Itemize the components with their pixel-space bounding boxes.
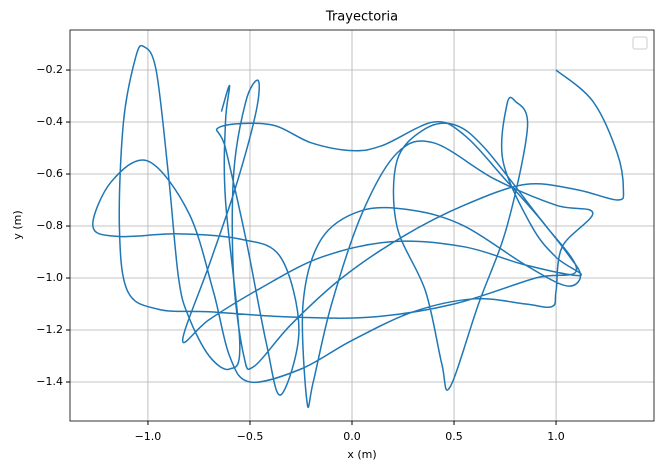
y-tick-label: −1.0 <box>36 271 63 284</box>
y-tick-label: −1.4 <box>36 375 63 388</box>
y-tick-label: −1.2 <box>36 323 63 336</box>
x-tick-label: −1.0 <box>135 430 162 443</box>
x-tick-label: −0.5 <box>237 430 264 443</box>
plot-frame <box>69 29 655 422</box>
y-axis-label: y (m) <box>11 210 24 239</box>
trajectory-line <box>92 44 625 409</box>
y-tick-label: −0.8 <box>36 219 63 232</box>
x-tick-label: 1.0 <box>547 430 565 443</box>
y-tick-label: −0.6 <box>36 167 63 180</box>
x-axis-label: x (m) <box>347 448 376 461</box>
y-tick-label: −0.4 <box>36 115 63 128</box>
chart-title: Trayectoria <box>325 10 398 25</box>
legend-box <box>632 36 648 50</box>
x-tick-label: 0.0 <box>343 430 361 443</box>
x-tick-label: 0.5 <box>445 430 463 443</box>
y-tick-label: −0.2 <box>36 63 63 76</box>
